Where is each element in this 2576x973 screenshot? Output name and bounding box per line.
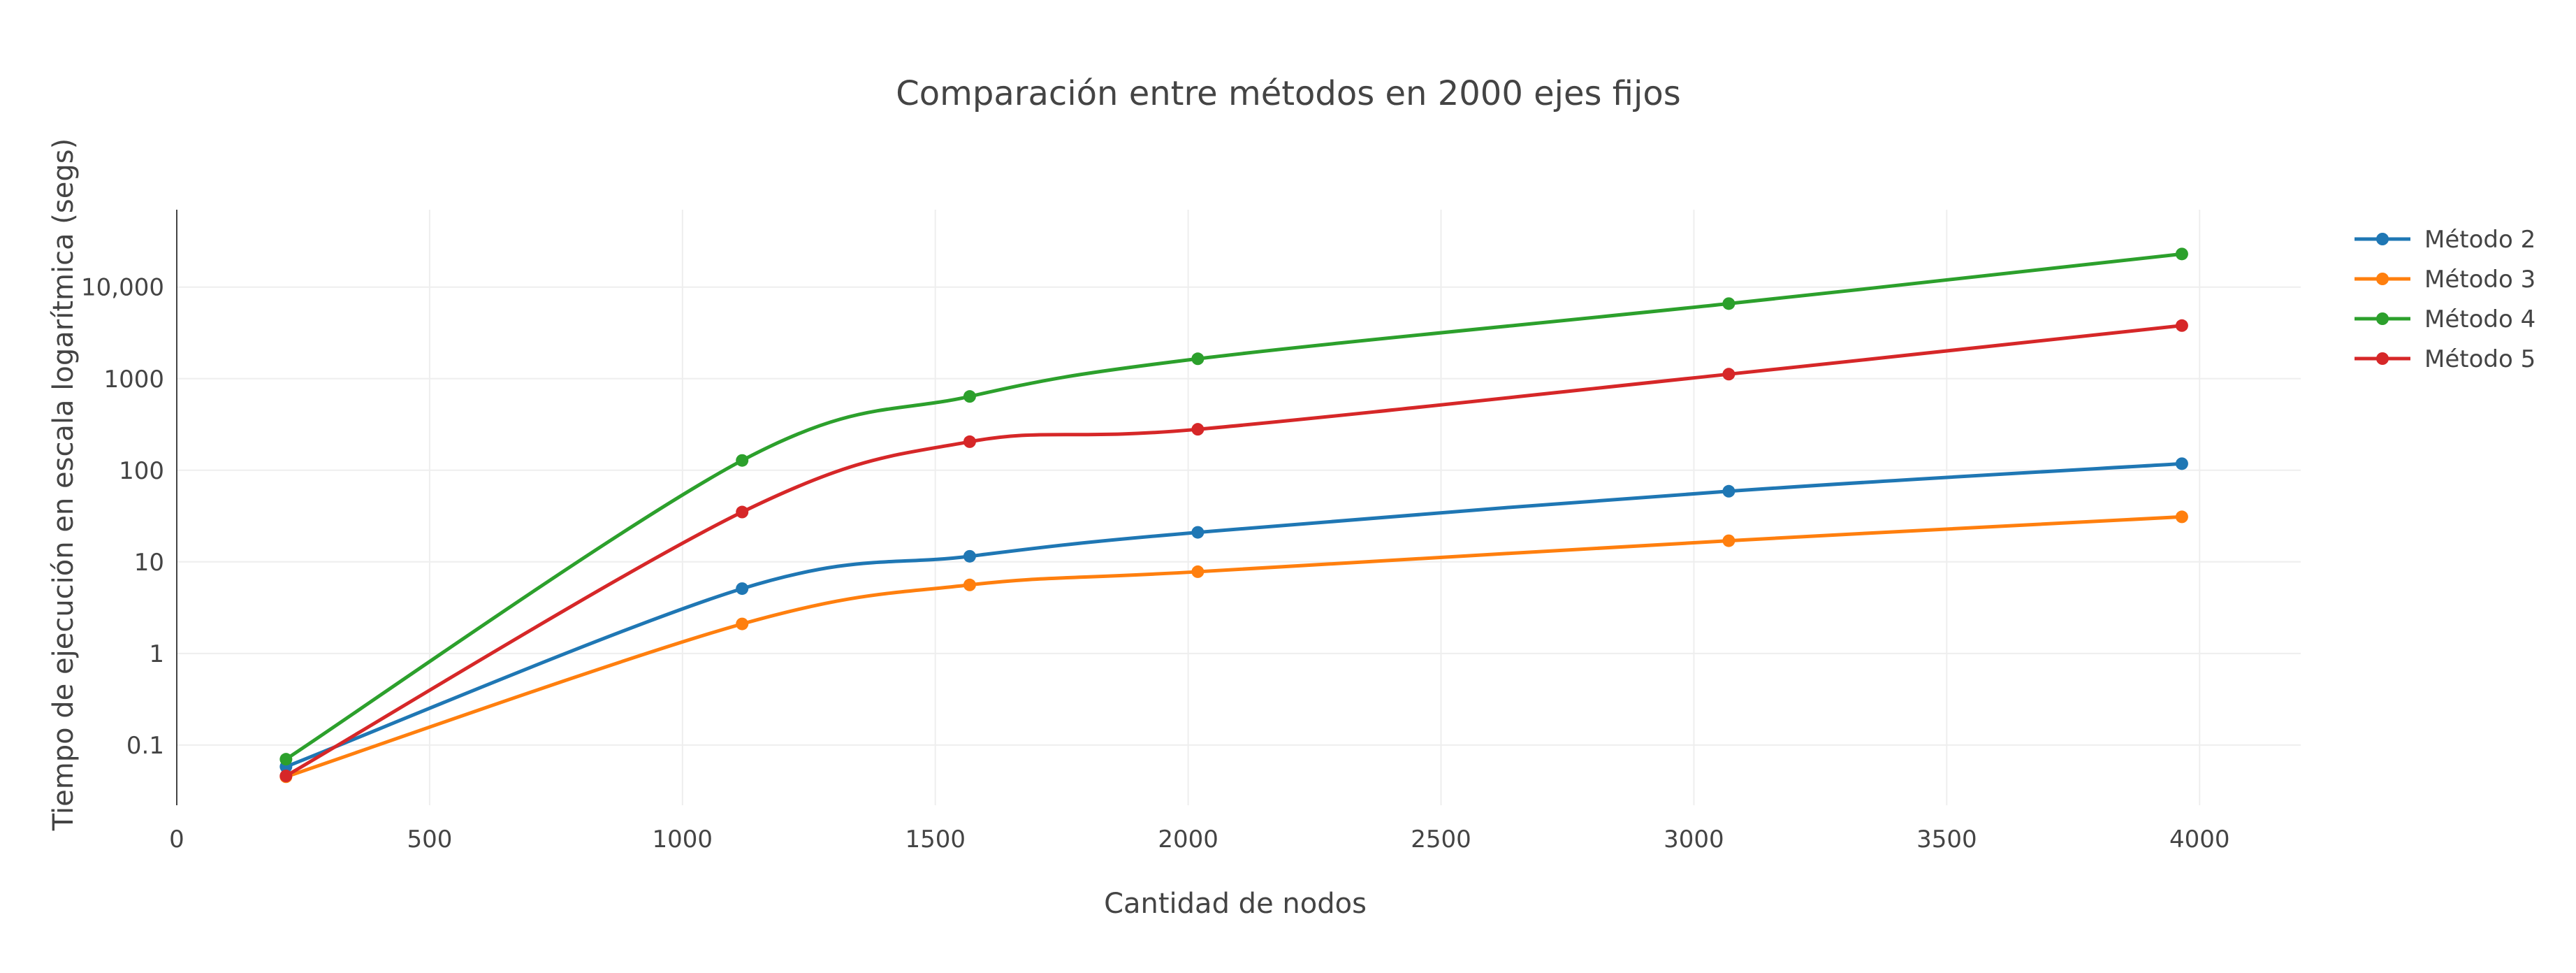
- x-tick-label: 1000: [653, 826, 713, 853]
- data-point[interactable]: [279, 753, 293, 766]
- series-line[interactable]: [285, 514, 2183, 779]
- data-point[interactable]: [736, 617, 749, 630]
- legend-item-2[interactable]: Método 3: [2355, 266, 2535, 294]
- x-tick-label: 500: [407, 826, 452, 853]
- series-1[interactable]: [279, 457, 2188, 773]
- x-tick-label: 2000: [1158, 826, 1218, 853]
- y-tick-label: 10,000: [81, 274, 164, 302]
- x-tick-label: 3000: [1664, 826, 1724, 853]
- data-point[interactable]: [279, 770, 293, 783]
- data-point[interactable]: [963, 390, 976, 403]
- data-point[interactable]: [2175, 247, 2188, 261]
- legend-swatch-marker: [2376, 312, 2389, 325]
- x-tick-label: 4000: [2169, 826, 2230, 853]
- legend-label: Método 4: [2424, 305, 2535, 333]
- data-point[interactable]: [1191, 423, 1205, 436]
- data-point[interactable]: [736, 505, 749, 519]
- y-axis-label: Tiempo de ejecución en escala logarítmic…: [48, 138, 80, 831]
- legend-swatch-marker: [2376, 233, 2389, 245]
- grid-layer: [177, 210, 2301, 805]
- legend[interactable]: Método 2 Método 3 Método 4 Método 5: [2355, 226, 2535, 373]
- y-tick-label: 0.1: [126, 732, 164, 760]
- legend-label: Método 5: [2424, 345, 2535, 373]
- series-line[interactable]: [284, 252, 2183, 761]
- series-3[interactable]: [279, 247, 2188, 766]
- data-point[interactable]: [963, 435, 976, 448]
- data-point[interactable]: [1722, 368, 1735, 381]
- data-point[interactable]: [2175, 319, 2188, 332]
- series-4[interactable]: [279, 319, 2188, 783]
- data-point[interactable]: [963, 578, 976, 591]
- data-point[interactable]: [2175, 510, 2188, 524]
- series-line[interactable]: [285, 461, 2183, 769]
- legend-label: Método 2: [2424, 226, 2535, 254]
- data-point[interactable]: [1191, 352, 1205, 366]
- x-axis-label: Cantidad de nodos: [1104, 888, 1367, 920]
- data-point[interactable]: [1722, 297, 1735, 310]
- legend-item-4[interactable]: Método 5: [2355, 345, 2535, 373]
- data-point[interactable]: [1191, 565, 1205, 578]
- x-tick-label: 1500: [905, 826, 966, 853]
- legend-swatch-marker: [2376, 352, 2389, 365]
- y-tick-label: 100: [119, 457, 164, 485]
- data-point[interactable]: [736, 454, 749, 467]
- data-point[interactable]: [736, 582, 749, 596]
- series-line[interactable]: [285, 324, 2183, 778]
- series-layer: [279, 247, 2188, 784]
- y-tick-label: 1: [149, 640, 164, 668]
- data-point[interactable]: [963, 549, 976, 563]
- data-point[interactable]: [1191, 526, 1205, 539]
- legend-item-3[interactable]: Método 4: [2355, 305, 2535, 333]
- x-tick-label: 0: [169, 826, 184, 853]
- data-point[interactable]: [1722, 534, 1735, 547]
- x-tick-label: 2500: [1411, 826, 1471, 853]
- legend-label: Método 3: [2424, 266, 2535, 294]
- chart-title: Comparación entre métodos en 2000 ejes f…: [896, 74, 1681, 113]
- data-point[interactable]: [2175, 457, 2188, 470]
- data-point[interactable]: [1722, 484, 1735, 498]
- x-tick-label: 3500: [1916, 826, 1977, 853]
- legend-swatch-marker: [2376, 273, 2389, 285]
- legend-item-1[interactable]: Método 2: [2355, 226, 2535, 254]
- y-tick-label: 10: [134, 549, 164, 577]
- series-2[interactable]: [279, 510, 2188, 784]
- y-tick-label: 1000: [103, 366, 164, 394]
- axes-layer: 0 500 1000 1500 2000 2500 3000 3500 4000 0.1 1 10 10…: [81, 210, 2230, 853]
